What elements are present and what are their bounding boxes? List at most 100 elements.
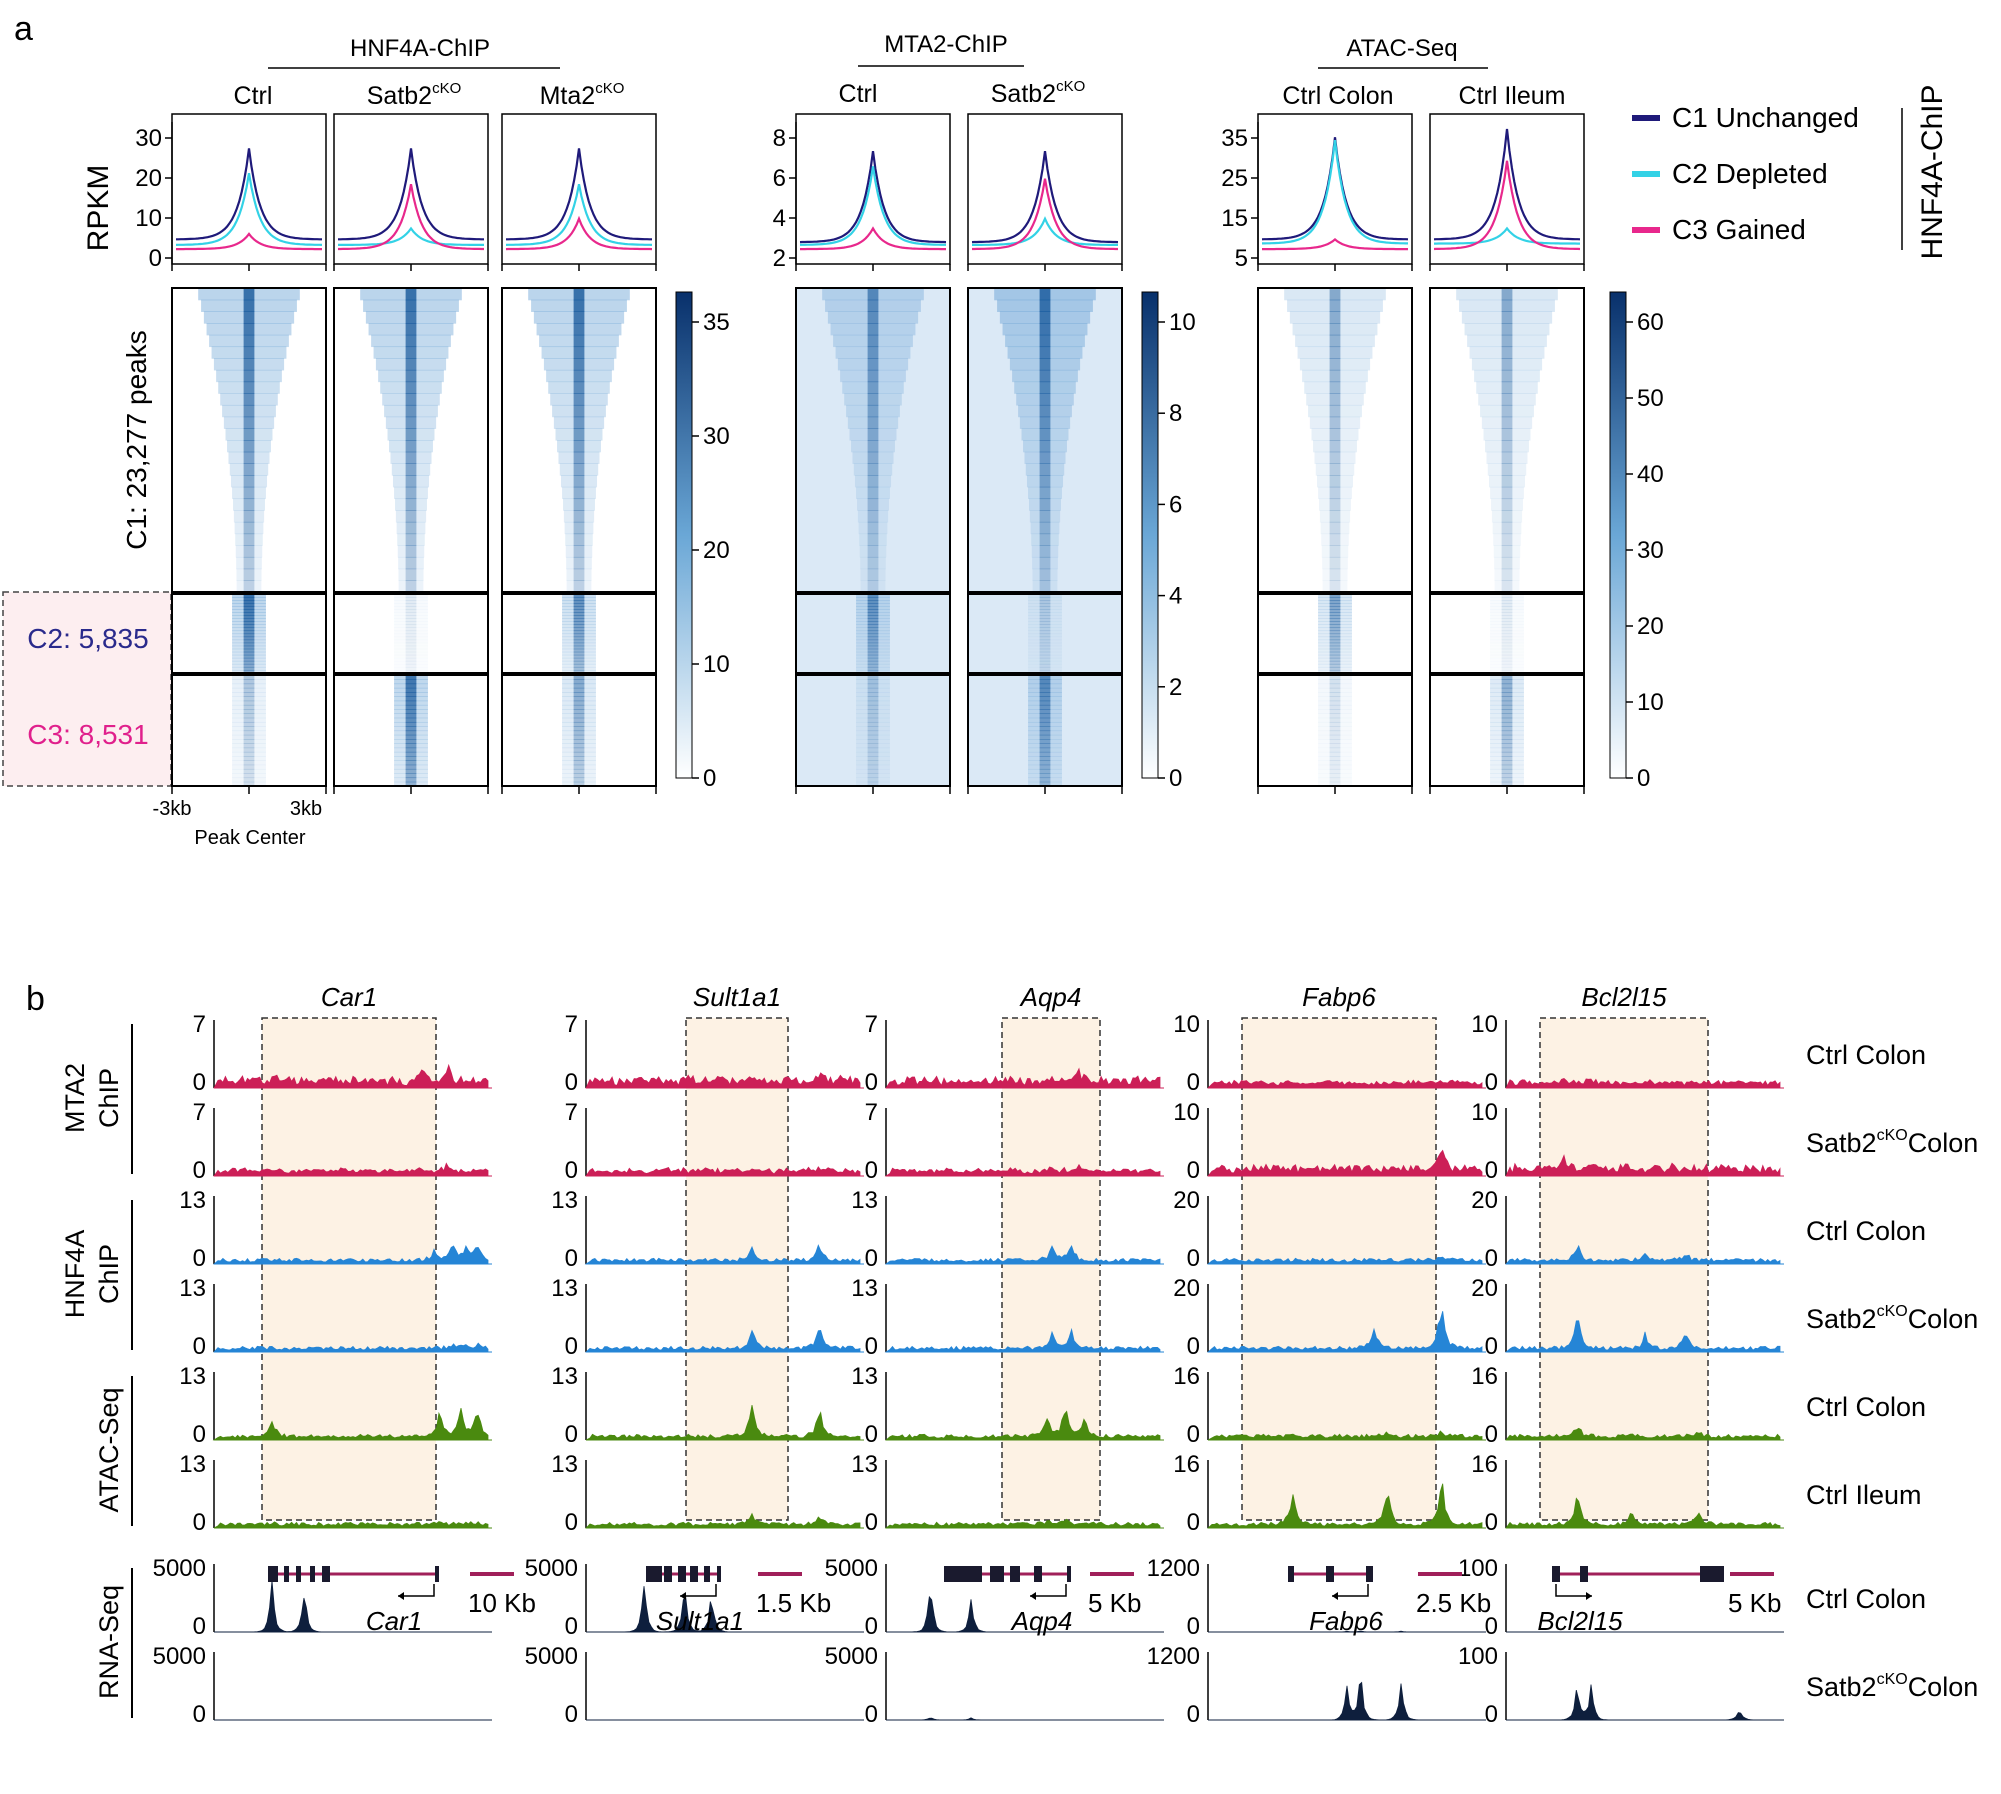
ytick-label: 0 <box>149 245 162 272</box>
heatmap-band <box>1028 743 1062 749</box>
heatmap-band <box>565 533 593 546</box>
heatmap-band <box>398 568 424 581</box>
heatmap-band <box>562 636 596 641</box>
heatmap-band <box>1021 428 1069 441</box>
heatmap-band <box>1318 657 1352 662</box>
heatmap-band <box>856 721 890 727</box>
heatmap-core <box>1039 713 1051 719</box>
heatmap-band <box>856 615 890 619</box>
heatmap-band <box>557 440 601 453</box>
heatmap-band <box>562 696 596 702</box>
heatmap-core <box>867 726 879 732</box>
heatmap-core <box>1501 747 1513 753</box>
heatmap-band <box>562 669 596 674</box>
heatmap-band <box>1028 756 1062 761</box>
col-header-atac-colon: Ctrl Colon <box>1282 82 1393 110</box>
heatmap-core <box>867 627 879 632</box>
heatmap-core <box>573 334 585 348</box>
heatmap-band <box>232 654 266 659</box>
heatmap-band <box>1030 521 1060 535</box>
heatmap-core <box>1501 704 1513 710</box>
track-zero: 0 <box>865 1509 878 1536</box>
colorbar <box>675 291 693 779</box>
track-signal <box>584 1329 861 1353</box>
heatmap-border <box>1257 287 1413 593</box>
heatmap-core <box>1329 627 1341 632</box>
heatmap-core <box>867 451 879 464</box>
heatmap-core <box>405 773 417 779</box>
heatmap-core <box>1501 660 1513 665</box>
track-ymax: 5000 <box>525 1643 578 1670</box>
heatmap-core <box>573 612 585 616</box>
heatmap-core <box>1501 633 1513 638</box>
heatmap-bg <box>796 288 950 592</box>
heatmap-core <box>1501 726 1513 732</box>
heatmap-core <box>1501 609 1513 613</box>
track-zero: 0 <box>565 1157 578 1184</box>
heatmap-core <box>243 498 255 511</box>
heatmap-band <box>391 463 431 476</box>
heatmap-band <box>1318 639 1352 644</box>
profile-curve-c3 <box>800 226 946 251</box>
track-signal <box>1505 1427 1781 1441</box>
heatmap-core <box>1039 451 1051 464</box>
heatmap-border <box>795 593 951 674</box>
heatmap-band <box>1028 713 1062 719</box>
colorbar-label: 60 <box>1637 309 1664 336</box>
heatmap-core <box>867 663 879 668</box>
heatmap-band <box>1028 600 1062 604</box>
heatmap-core <box>1501 773 1513 779</box>
heatmap-bg <box>1258 675 1412 786</box>
heatmap-band <box>562 700 596 706</box>
track-signal <box>884 1410 1161 1441</box>
heatmap-core <box>1501 713 1513 719</box>
track-ymax: 13 <box>179 1363 206 1390</box>
heatmap-core <box>405 369 417 383</box>
heatmap-core <box>243 521 255 535</box>
profile-curve-c3 <box>176 232 322 251</box>
heatmap-core <box>867 609 879 613</box>
track-signal <box>212 1408 489 1441</box>
colorbar-label: 40 <box>1637 461 1664 488</box>
track-signal <box>585 1166 861 1177</box>
gene-model-exon <box>1010 1566 1020 1582</box>
heatmap-core <box>1501 311 1513 324</box>
heatmap-core <box>867 696 879 702</box>
heatmap-band <box>1032 556 1058 570</box>
colorbar-label: 0 <box>1169 765 1182 792</box>
gene-model-exon <box>322 1566 330 1582</box>
heatmap-band <box>232 717 266 723</box>
heatmap-band <box>1318 600 1352 604</box>
heatmap-band <box>1494 568 1520 581</box>
heatmap-band <box>1490 687 1524 693</box>
heatmap-band <box>1318 654 1352 659</box>
heatmap-core <box>243 510 255 523</box>
heatmap-band <box>232 713 266 719</box>
heatmap-band <box>856 645 890 650</box>
heatmap-band <box>1318 627 1352 632</box>
track-zero: 0 <box>1187 1613 1200 1640</box>
heatmap-core <box>405 660 417 665</box>
colorbar-label: 30 <box>1637 537 1664 564</box>
heatmap-core <box>1329 669 1341 674</box>
heatmap-band <box>1490 743 1524 749</box>
heatmap-core <box>573 556 585 570</box>
profile-curve-c2 <box>175 173 323 246</box>
heatmap-border <box>171 593 327 674</box>
heatmap-band <box>232 743 266 749</box>
track-zero: 0 <box>1485 1613 1498 1640</box>
cluster-highlight-box <box>2 591 172 787</box>
heatmap-core <box>405 416 417 429</box>
heatmap-core <box>1329 498 1341 511</box>
heatmap-core <box>405 739 417 744</box>
heatmap-band <box>1483 428 1531 441</box>
profile-curve-c1 <box>1433 128 1581 241</box>
heatmap-band <box>856 666 890 671</box>
heatmap-band <box>856 760 890 766</box>
heatmap-core <box>867 630 879 635</box>
track-ymax: 13 <box>851 1275 878 1302</box>
heatmap-core <box>573 713 585 719</box>
heatmap-band <box>1028 764 1062 770</box>
col-header-hnf4a-ctrl: Ctrl <box>234 82 273 110</box>
track-ymax: 13 <box>551 1187 578 1214</box>
